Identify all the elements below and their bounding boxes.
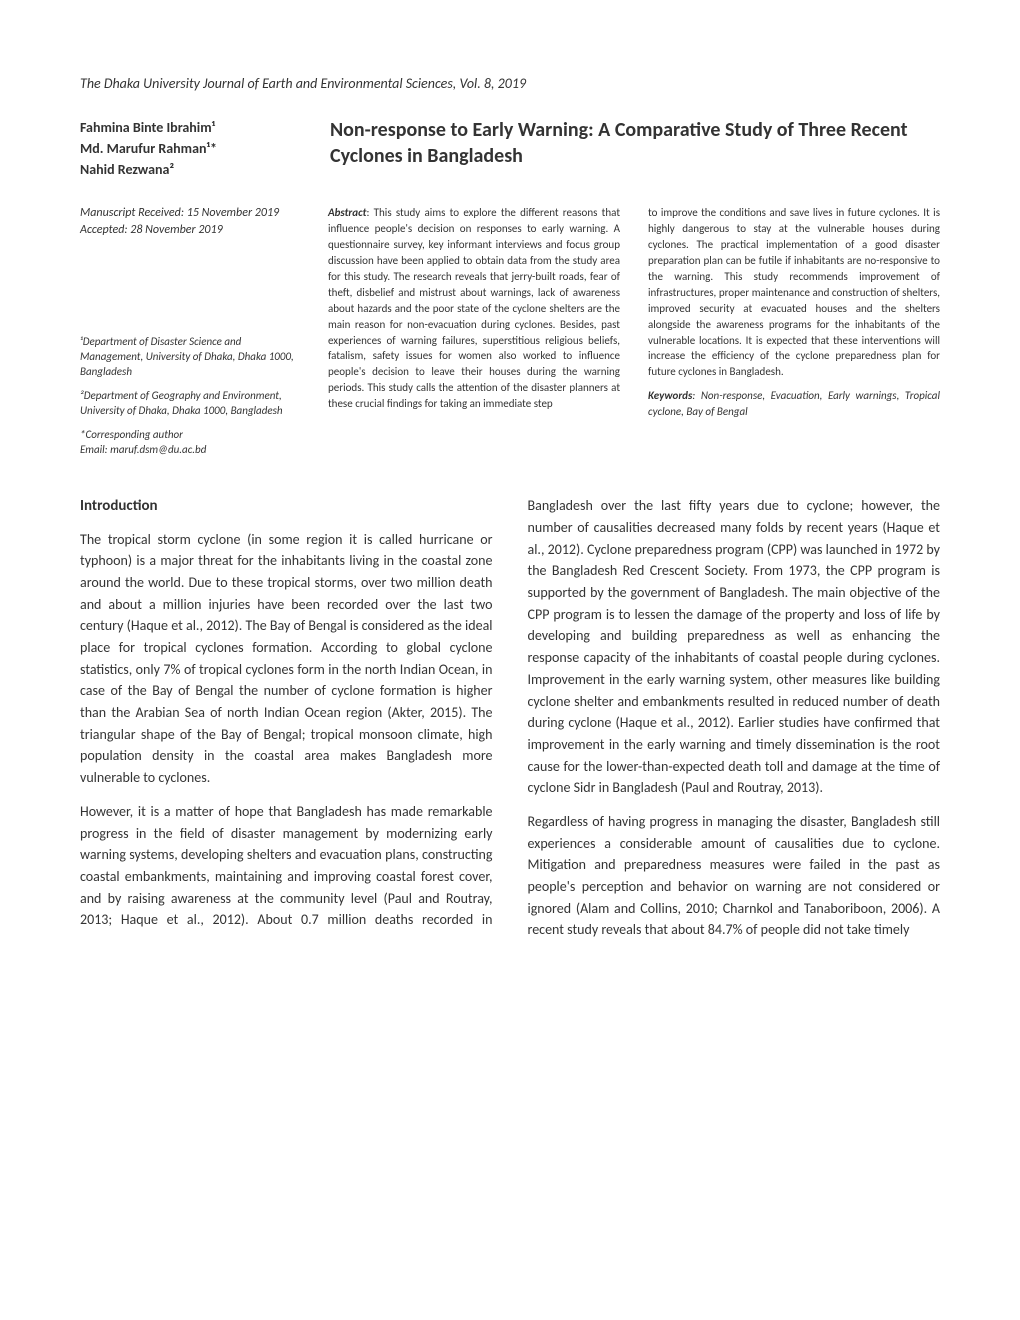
authors-block: Fahmina Binte Ibrahim¹ Md. Marufur Rahma…: [80, 117, 300, 180]
meta-grid: Manuscript Received: 15 November 2019 Ac…: [80, 205, 940, 465]
abstract-label: Abstract: [328, 206, 366, 219]
author-1: Fahmina Binte Ibrahim¹: [80, 117, 300, 138]
journal-name: The Dhaka University Journal of Earth an…: [80, 75, 940, 92]
header-grid: Fahmina Binte Ibrahim¹ Md. Marufur Rahma…: [80, 117, 940, 180]
abstract-text-2: to improve the conditions and save lives…: [648, 205, 940, 380]
introduction-heading: Introduction: [80, 495, 493, 518]
author-2: Md. Marufur Rahman¹*: [80, 138, 300, 159]
affiliation-2: ²Department of Geography and Environment…: [80, 388, 300, 419]
left-meta-column: Manuscript Received: 15 November 2019 Ac…: [80, 205, 300, 465]
affiliation-1: ¹Department of Disaster Science and Mana…: [80, 334, 300, 380]
paper-title: Non-response to Early Warning: A Compara…: [330, 117, 940, 180]
keywords-label: Keywords: [648, 389, 692, 402]
body-paragraph-3: Regardless of having progress in managin…: [528, 811, 941, 941]
body-section: Introduction The tropical storm cyclone …: [80, 495, 940, 942]
abstract-column-1: Abstract: This study aims to explore the…: [328, 205, 620, 465]
corr-label: *Corresponding author: [80, 427, 300, 442]
manuscript-accepted: Accepted: 28 November 2019: [80, 222, 300, 239]
dates-block: Manuscript Received: 15 November 2019 Ac…: [80, 205, 300, 239]
abstract-text-1: : This study aims to explore the differe…: [328, 206, 620, 410]
body-columns: Introduction The tropical storm cyclone …: [80, 495, 940, 942]
manuscript-received: Manuscript Received: 15 November 2019: [80, 205, 300, 222]
keywords-text: : Non-response, Evacuation, Early warnin…: [648, 389, 940, 418]
affiliations-block: ¹Department of Disaster Science and Mana…: [80, 334, 300, 466]
corr-email: Email: maruf.dsm@du.ac.bd: [80, 442, 300, 457]
author-3: Nahid Rezwana²: [80, 159, 300, 180]
abstract-column-2: to improve the conditions and save lives…: [648, 205, 940, 465]
body-paragraph-1: The tropical storm cyclone (in some regi…: [80, 529, 493, 789]
keywords-block: Keywords: Non-response, Evacuation, Earl…: [648, 388, 940, 420]
corresponding-author: *Corresponding author Email: maruf.dsm@d…: [80, 427, 300, 458]
